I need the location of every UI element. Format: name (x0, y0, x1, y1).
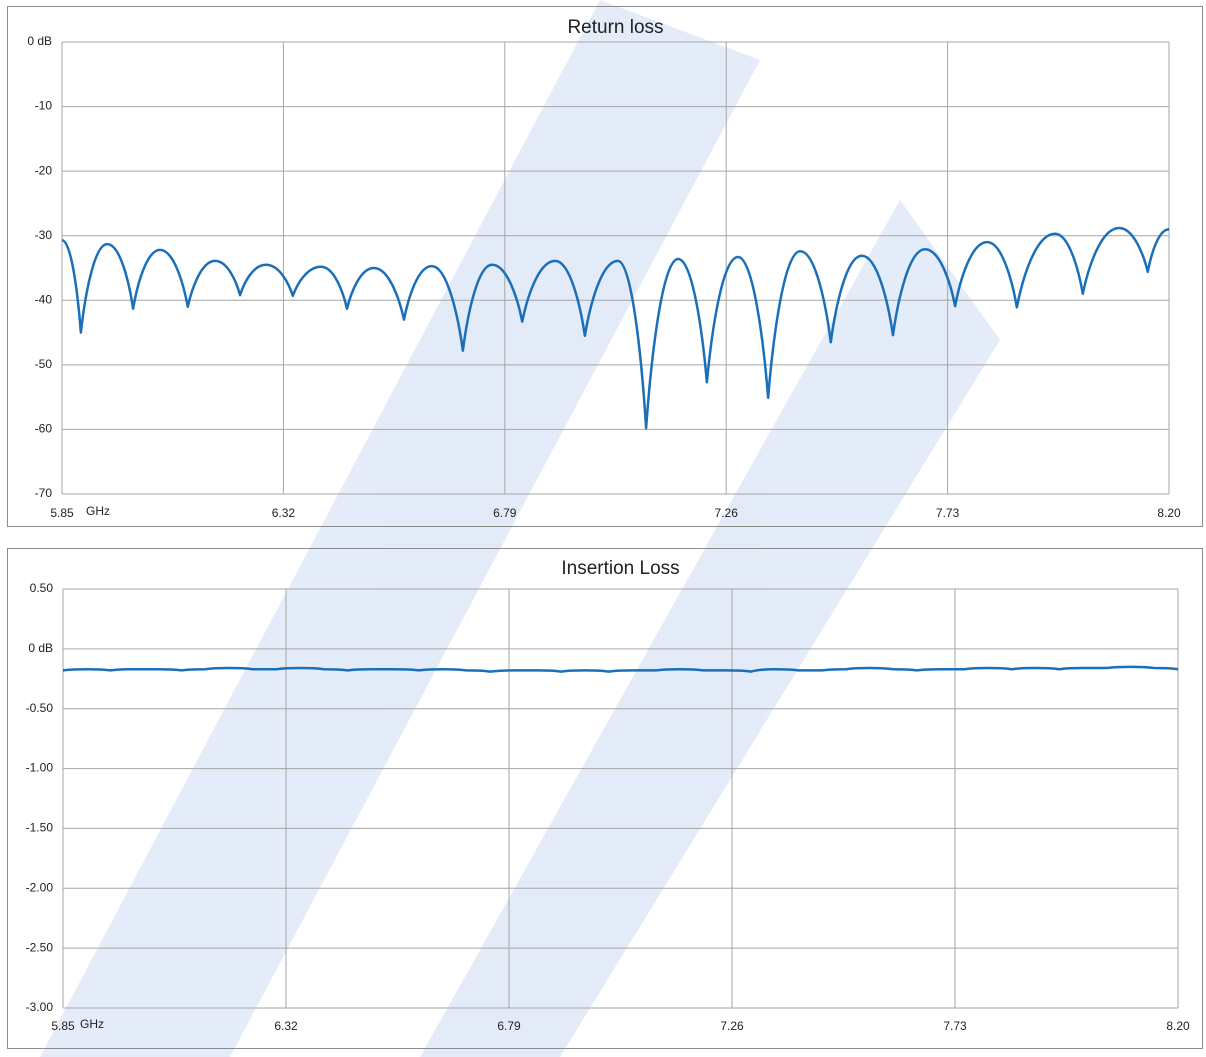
y-tick-label: -60 (35, 422, 53, 436)
x-tick-label: 6.32 (272, 506, 296, 520)
y-tick-label: -0.50 (26, 701, 54, 715)
y-tick-label: -3.00 (26, 1000, 54, 1014)
watermark (40, 0, 1000, 1057)
x-tick-label: 7.73 (936, 506, 960, 520)
y-tick-label: -30 (35, 228, 53, 242)
chart-frame (7, 6, 1203, 527)
watermark-stripe (40, 0, 760, 1057)
data-line (62, 665, 1179, 673)
x-tick-label: 8.20 (1166, 1019, 1190, 1033)
chart-frame (7, 548, 1203, 1049)
y-tick-label: -1.50 (26, 821, 54, 835)
x-tick-label: 6.79 (497, 1019, 521, 1033)
chart-title: Insertion Loss (561, 558, 679, 579)
y-tick-label: 0.50 (30, 581, 54, 595)
y-tick-label: 0 dB (27, 34, 52, 48)
y-tick-label: -2.50 (26, 940, 54, 954)
watermark-stripe (420, 200, 1000, 1057)
y-tick-label: -70 (35, 486, 53, 500)
y-tick-label: -10 (35, 99, 53, 113)
y-tick-label: 0 dB (28, 641, 53, 655)
y-tick-label: -1.00 (26, 761, 54, 775)
x-tick-label: 5.85 (51, 1019, 75, 1033)
y-tick-label: -50 (35, 357, 53, 371)
x-tick-label: 7.26 (715, 506, 739, 520)
x-tick-label: 6.79 (493, 506, 517, 520)
y-tick-label: -20 (35, 163, 53, 177)
y-tick-label: -40 (35, 292, 53, 306)
data-line (61, 226, 1170, 430)
x-tick-label: 8.20 (1157, 506, 1181, 520)
y-tick-label: -2.00 (26, 880, 54, 894)
x-tick-label: 7.73 (943, 1019, 967, 1033)
x-tick-label: 6.32 (274, 1019, 298, 1033)
x-tick-label: 5.85 (50, 506, 74, 520)
x-axis-label: GHz (86, 504, 110, 518)
chart-title: Return loss (567, 17, 663, 38)
x-axis-label: GHz (80, 1017, 104, 1031)
x-tick-label: 7.26 (720, 1019, 744, 1033)
